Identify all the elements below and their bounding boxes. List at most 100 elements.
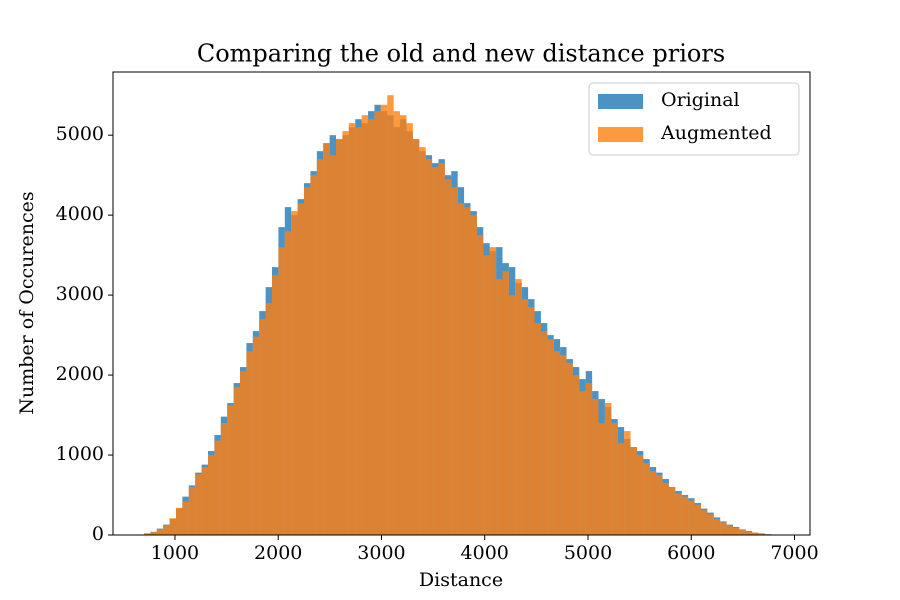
histogram-bar bbox=[163, 525, 170, 535]
x-tick-label: 4000 bbox=[461, 542, 509, 564]
histogram-bar bbox=[310, 175, 317, 535]
histogram-bar bbox=[284, 231, 292, 535]
histogram-bar bbox=[515, 279, 522, 535]
histogram-bar bbox=[643, 463, 650, 535]
histogram-bar bbox=[489, 247, 497, 535]
x-tick-label: 1000 bbox=[151, 542, 199, 564]
histogram-bar bbox=[502, 271, 509, 535]
histogram-bar bbox=[476, 235, 484, 536]
histogram-bar bbox=[323, 143, 330, 535]
histogram-bar bbox=[182, 501, 189, 535]
histogram-bar bbox=[553, 351, 561, 535]
legend-swatch bbox=[598, 94, 643, 109]
histogram-bar bbox=[451, 187, 458, 535]
histogram-bar bbox=[592, 399, 599, 535]
histogram-bar bbox=[188, 487, 196, 535]
histogram-bar bbox=[355, 127, 362, 536]
histogram-bar bbox=[572, 375, 580, 535]
legend-label: Augmented bbox=[660, 122, 772, 144]
plot-frame bbox=[112, 71, 811, 536]
histogram-bar bbox=[361, 115, 369, 536]
histogram-bar bbox=[528, 307, 535, 535]
histogram-bar bbox=[220, 423, 228, 535]
legend-swatch bbox=[598, 127, 643, 142]
histogram-bar bbox=[681, 496, 689, 535]
histogram-bar bbox=[470, 215, 477, 535]
histogram-bar bbox=[336, 139, 343, 535]
histogram-bar bbox=[675, 493, 682, 535]
x-tick-label: 2000 bbox=[254, 542, 302, 564]
histogram-bar bbox=[617, 443, 625, 535]
histogram-bar bbox=[521, 299, 529, 535]
histogram-bar bbox=[374, 111, 381, 535]
histogram-bar bbox=[201, 467, 208, 535]
histogram-bar bbox=[630, 447, 637, 535]
histogram-bar bbox=[406, 123, 413, 536]
histogram-bar bbox=[707, 514, 714, 535]
histogram-bar bbox=[207, 455, 215, 535]
histogram-bar bbox=[540, 331, 548, 535]
histogram-bar bbox=[624, 431, 631, 535]
histogram-bar bbox=[662, 483, 669, 535]
histogram-bar bbox=[444, 179, 452, 535]
histogram-bar bbox=[259, 319, 266, 535]
x-tick-label: 6000 bbox=[667, 542, 715, 564]
histogram-bar bbox=[758, 533, 765, 535]
legend-label: Original bbox=[661, 89, 740, 111]
histogram-bar bbox=[393, 111, 401, 535]
histogram-bar bbox=[272, 275, 279, 535]
y-axis-label: Number of Occurences bbox=[16, 191, 38, 414]
histogram-bar bbox=[585, 383, 593, 535]
histogram-bar bbox=[348, 123, 356, 536]
histogram-bar bbox=[252, 336, 260, 535]
histogram-bar bbox=[169, 518, 176, 535]
histogram-bar bbox=[579, 391, 586, 535]
histogram-bar bbox=[713, 519, 721, 535]
histogram-bar bbox=[419, 147, 426, 535]
histogram-bar bbox=[438, 163, 445, 535]
histogram-bar bbox=[304, 187, 311, 535]
histogram-bar bbox=[432, 167, 439, 536]
histogram-bar bbox=[649, 471, 657, 535]
histogram-bar bbox=[700, 510, 708, 535]
histogram-bar bbox=[604, 403, 612, 535]
x-axis-label: Distance bbox=[419, 569, 503, 591]
histogram-bar bbox=[175, 507, 183, 535]
histogram-bar bbox=[566, 363, 573, 535]
histogram-bar bbox=[233, 387, 241, 535]
histogram-bar bbox=[368, 119, 375, 535]
histogram-bar bbox=[246, 351, 253, 535]
histogram-bar bbox=[611, 423, 618, 535]
histogram-bar bbox=[387, 95, 394, 536]
y-tick-label: 1000 bbox=[56, 443, 104, 465]
histogram-bar bbox=[156, 529, 164, 535]
histogram-bar bbox=[240, 371, 247, 535]
histogram-bar bbox=[195, 474, 202, 535]
histogram-bar bbox=[329, 155, 337, 536]
histogram-bar bbox=[380, 104, 388, 536]
histogram-bar bbox=[464, 207, 471, 536]
histogram-bar bbox=[297, 203, 305, 535]
histogram-bar bbox=[291, 211, 298, 535]
y-tick-label: 3000 bbox=[56, 283, 104, 305]
histogram-bar bbox=[560, 355, 567, 535]
x-tick-label: 7000 bbox=[770, 542, 818, 564]
histogram-bar bbox=[265, 303, 273, 535]
histogram-bar bbox=[726, 525, 733, 535]
histogram-bar bbox=[739, 529, 746, 535]
histogram-bar bbox=[720, 522, 727, 535]
chart-title: Comparing the old and new distance prior… bbox=[197, 40, 725, 68]
histogram-bar bbox=[143, 533, 151, 535]
x-tick-label: 5000 bbox=[564, 542, 612, 564]
histogram-bar bbox=[636, 455, 644, 535]
histogram-bar bbox=[508, 295, 516, 535]
histogram-bar bbox=[425, 159, 433, 535]
histogram-bar bbox=[150, 532, 157, 535]
y-tick-label: 4000 bbox=[56, 203, 104, 225]
histogram-bar bbox=[688, 500, 695, 535]
histogram-bar bbox=[745, 531, 753, 535]
histogram-bar bbox=[214, 440, 221, 535]
histogram-bar bbox=[342, 131, 349, 535]
histogram-bar bbox=[668, 487, 676, 535]
